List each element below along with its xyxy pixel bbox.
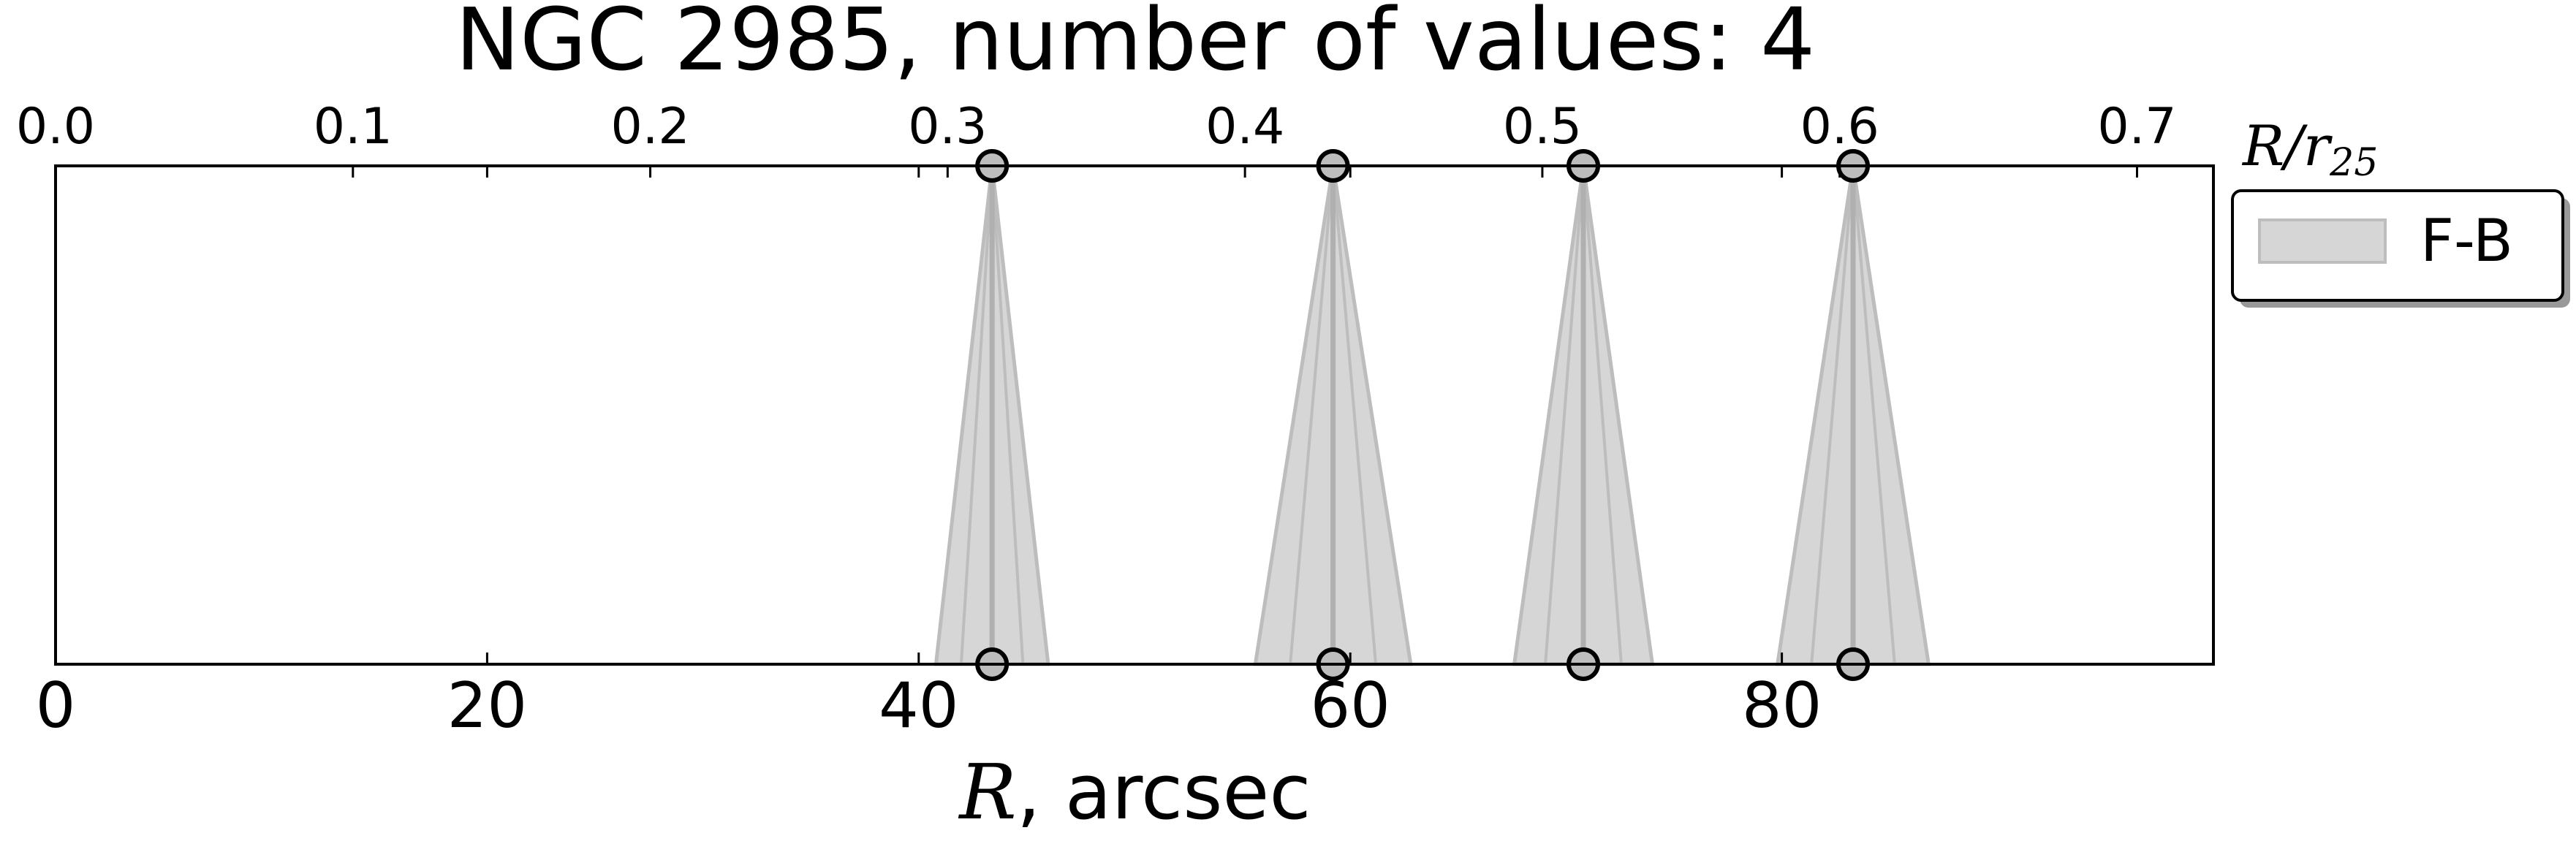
x-tick-label: 80 xyxy=(1742,669,1822,742)
x-axis-label-unit: , arcsec xyxy=(1017,748,1311,837)
plot-frame xyxy=(54,164,2215,666)
top-tick-label: 0.3 xyxy=(908,98,987,156)
x-tick-label: 0 xyxy=(36,669,76,742)
top-tick-label: 0.4 xyxy=(1205,98,1284,156)
top-axis-label-symbol: R/r xyxy=(2241,113,2333,178)
top-tick-label: 0.1 xyxy=(314,98,393,156)
top-axis: 0.0 0.1 0.2 0.3 0.4 0.5 0.6 0.7 xyxy=(16,98,2177,178)
top-tick-label: 0.7 xyxy=(2097,98,2176,156)
legend-label: F-B xyxy=(2420,207,2513,275)
band-edge-line xyxy=(1544,165,1586,665)
band-edge-line xyxy=(1582,165,1623,665)
top-tick-label: 0.6 xyxy=(1800,98,1879,156)
top-axis-label-subscript: 25 xyxy=(2329,141,2378,185)
top-tick-label: 0.2 xyxy=(610,98,689,156)
top-tick-label: 0.5 xyxy=(1503,98,1582,156)
band-edge-line xyxy=(959,165,994,665)
legend: F-B xyxy=(2231,189,2570,308)
band-edge-line xyxy=(1852,165,1896,665)
legend-swatch xyxy=(2258,218,2387,264)
x-axis-label-symbol: R xyxy=(958,748,1016,837)
chart-title: NGC 2985, number of values: 4 xyxy=(455,0,1815,90)
x-tick-label: 40 xyxy=(879,669,958,742)
top-tick-label: 0.0 xyxy=(16,98,95,156)
top-axis-label: R/r25 xyxy=(2241,113,2378,185)
bottom-axis: 0 20 40 60 80 xyxy=(36,166,1822,742)
x-tick-label: 60 xyxy=(1310,669,1390,742)
band-edge-line xyxy=(990,165,1025,665)
band-edge-line xyxy=(1810,165,1855,665)
x-tick-label: 20 xyxy=(447,669,527,742)
band-edge-line xyxy=(1289,165,1335,665)
legend-box xyxy=(2231,189,2564,302)
data-bands xyxy=(933,149,1931,681)
band-edge-line xyxy=(1331,165,1378,665)
x-axis-label: R, arcsec xyxy=(958,748,1311,837)
